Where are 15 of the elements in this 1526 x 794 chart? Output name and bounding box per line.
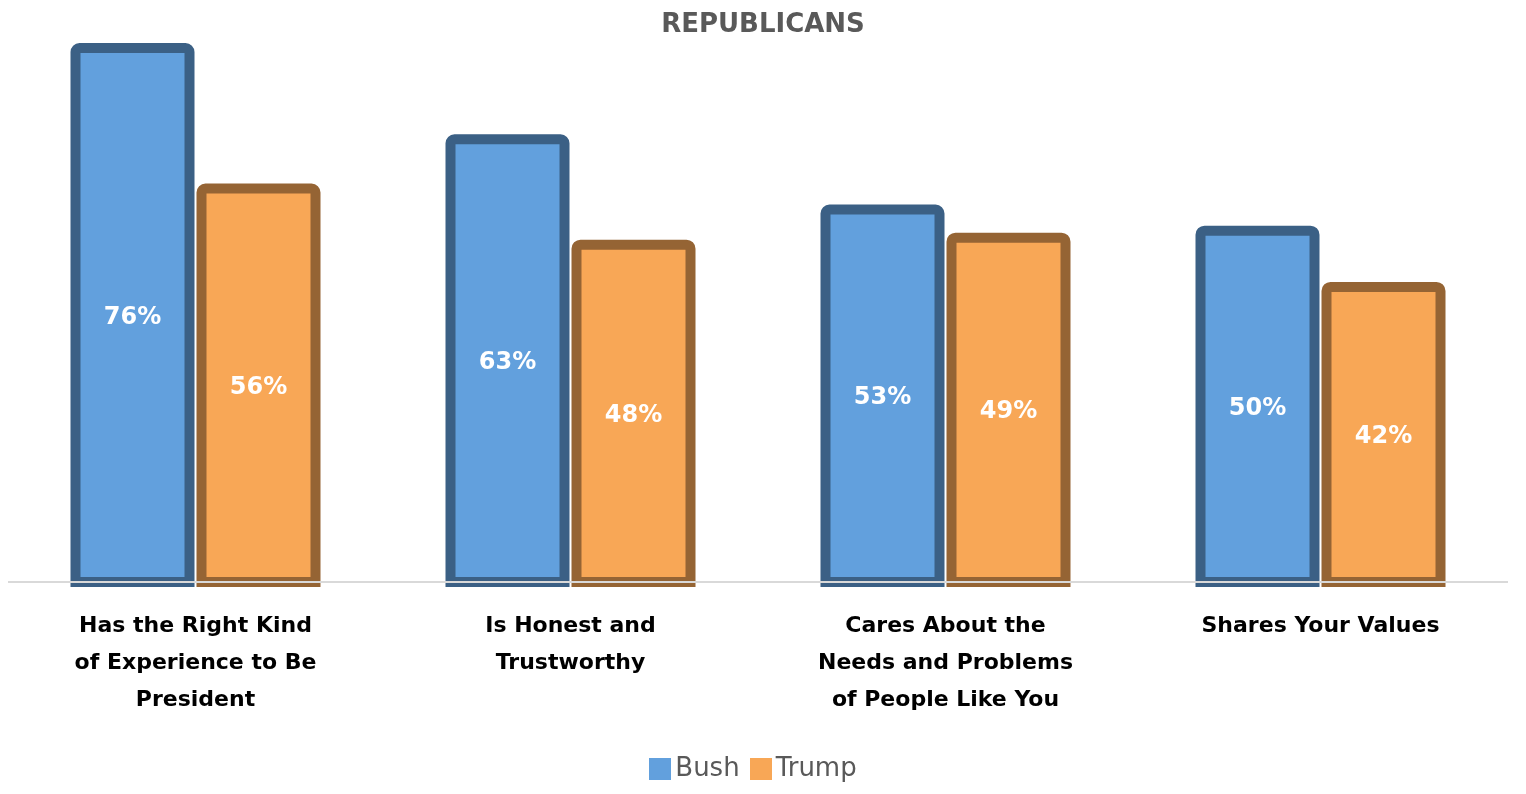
data-label: 49% [979,396,1038,425]
x-tick-label: Shares Your Values [1201,612,1440,637]
data-label: 63% [478,347,537,376]
data-label: 76% [103,301,162,330]
legend-label: Trump [775,752,857,782]
data-label: 50% [1228,392,1287,421]
legend-label: Bush [675,752,740,782]
data-label: 56% [229,371,288,400]
chart-title: REPUBLICANS [660,8,866,40]
data-label: 53% [853,382,912,411]
x-tick-label: Is Honest and Trustworthy [485,612,656,674]
data-label: 48% [604,399,663,428]
x-tick-label: Cares About the Needs and Problems of People Like You [818,612,1073,711]
data-label: 42% [1354,420,1413,449]
x-tick-label: Has the Right Kind of Experience to Be President [74,612,317,711]
